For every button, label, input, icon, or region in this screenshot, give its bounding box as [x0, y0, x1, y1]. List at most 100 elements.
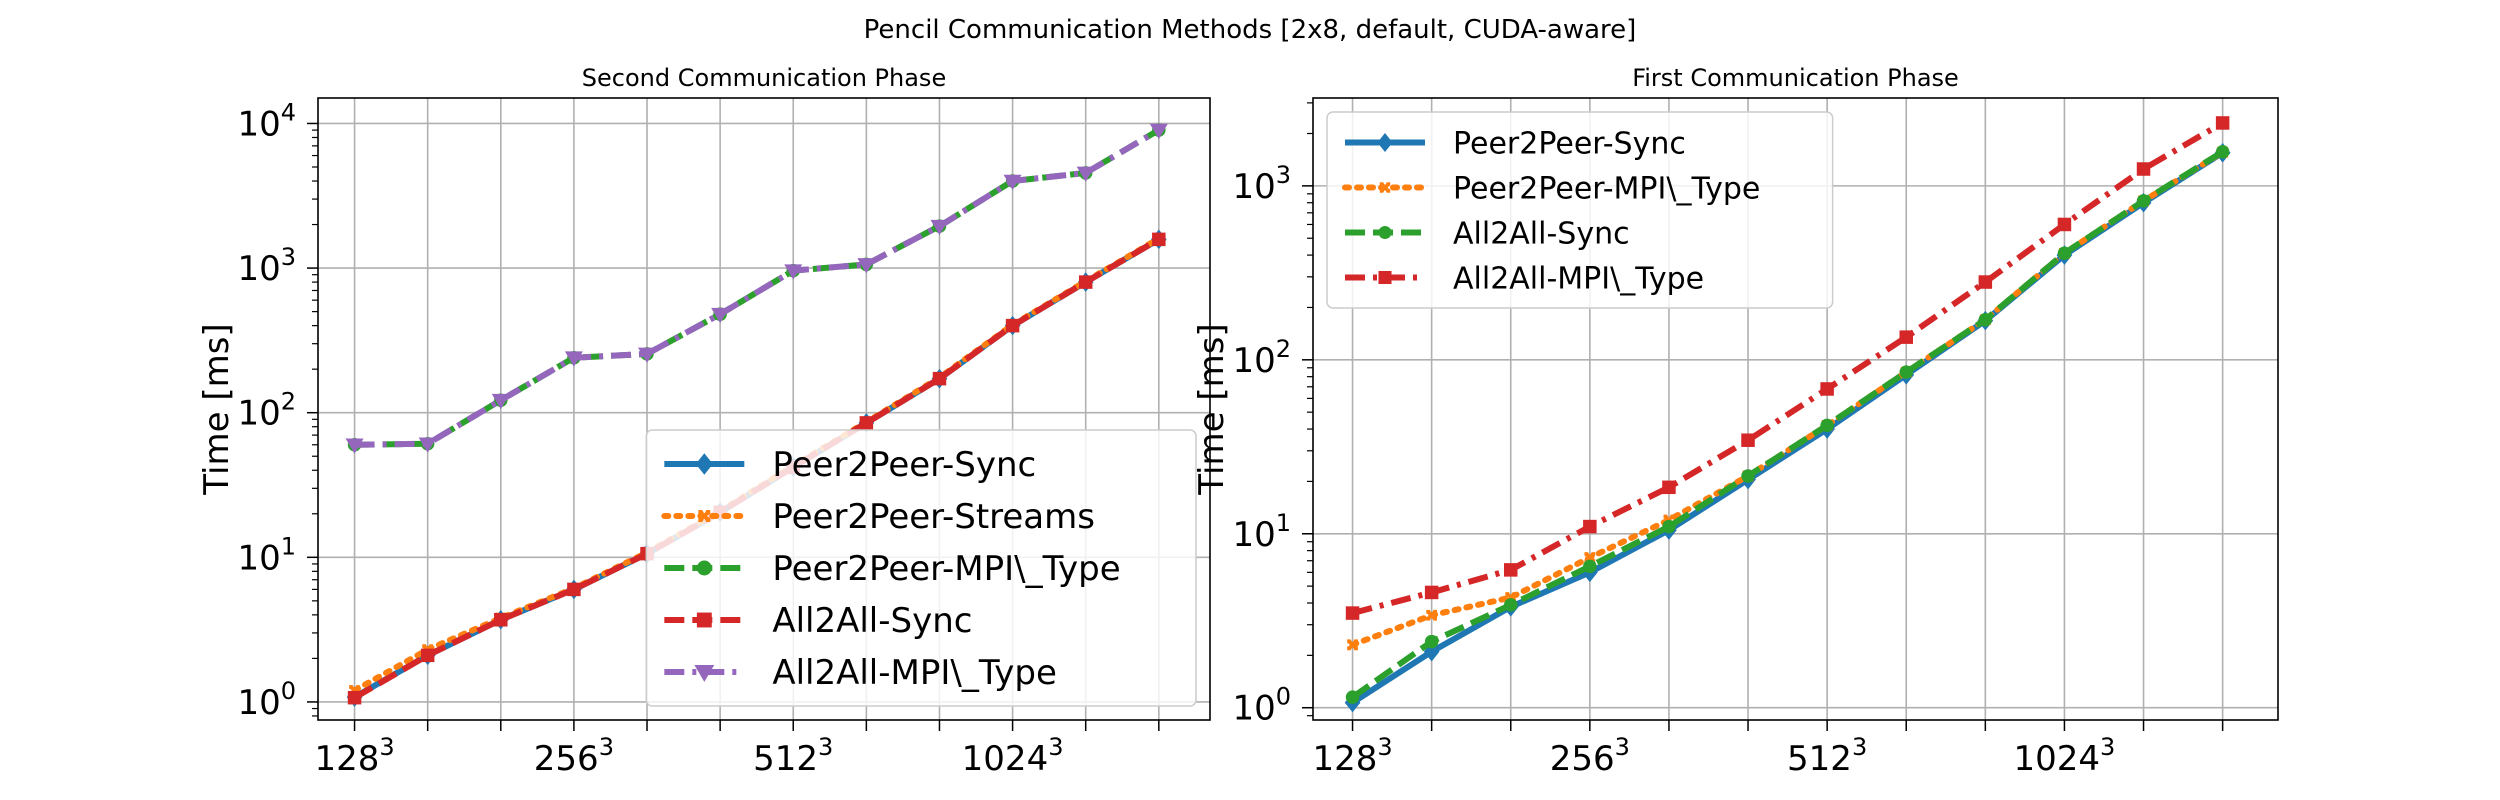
legend-label: Peer2Peer-Streams [772, 497, 1095, 537]
x-tick-label: 1283 [1312, 733, 1392, 779]
legend-marker [696, 560, 712, 576]
y-tick-label: 100 [237, 677, 296, 723]
data-point [932, 371, 947, 386]
x-tick-label: 5123 [1787, 733, 1867, 779]
legend-label: All2All-Sync [772, 601, 972, 641]
x-tick-base: 256 [534, 739, 599, 779]
data-point [1741, 433, 1755, 447]
y-tick-exp: 3 [281, 243, 296, 271]
data-point [1426, 609, 1438, 621]
legend-box [1326, 111, 1834, 309]
x-tick-exp: 3 [818, 733, 833, 761]
data-point [1741, 469, 1755, 483]
legend-marker [698, 510, 711, 522]
legend-marker [695, 453, 713, 475]
data-point [1583, 559, 1597, 574]
y-tick-exp: 2 [281, 388, 296, 416]
y-tick-exp: 1 [281, 532, 296, 560]
axes-frame [317, 97, 1211, 721]
figure-title: Pencil Communication Methods [2x8, defau… [864, 15, 1637, 45]
y-tick-exp: 2 [1276, 335, 1291, 363]
series-line [1349, 149, 2226, 648]
chart-title: Second Communication Phase [582, 64, 946, 92]
legend-label: Peer2Peer-MPI\_Type [1453, 171, 1760, 206]
y-tick-exp: 1 [1276, 509, 1291, 537]
data-point [638, 347, 657, 363]
legend-marker [696, 612, 712, 628]
y-tick-label: 102 [237, 388, 296, 434]
data-point [1347, 639, 1358, 651]
data-point [784, 264, 803, 280]
x-tick-exp: 3 [1615, 733, 1630, 761]
x-tick-base: 128 [314, 739, 379, 779]
axes-frame [1312, 97, 2279, 721]
y-tick-base: 10 [237, 683, 280, 723]
data-point [1978, 275, 1993, 289]
y-tick-label: 100 [1232, 683, 1291, 729]
series-line [1351, 120, 2225, 616]
data-point [494, 613, 508, 627]
x-tick-base: 512 [1787, 739, 1852, 779]
legend-label: Peer2Peer-MPI\_Type [772, 549, 1120, 589]
series-4 [1345, 116, 2230, 620]
data-point [1078, 275, 1093, 289]
data-point [345, 438, 364, 454]
x-tick-label: 10243 [2014, 733, 2116, 779]
y-tick-exp: 3 [1276, 161, 1291, 189]
data-point [1978, 312, 1993, 327]
data-point [420, 648, 435, 663]
legend-marker [1378, 225, 1392, 240]
data-point [1345, 690, 1360, 704]
data-point [491, 393, 510, 410]
y-tick-label: 102 [1232, 335, 1291, 381]
data-point [1424, 585, 1439, 600]
x-tick-exp: 3 [599, 733, 614, 761]
x-tick-exp: 3 [379, 733, 394, 761]
y-tick-base: 10 [1232, 341, 1275, 381]
y-tick-label: 101 [237, 532, 296, 578]
y-tick-base: 10 [1232, 167, 1275, 207]
legend-marker [1379, 182, 1391, 193]
y-tick-base: 10 [237, 249, 280, 289]
data-point [2136, 162, 2151, 176]
legend-marker [694, 665, 715, 682]
data-point [1345, 606, 1360, 620]
data-point [1662, 519, 1676, 534]
data-point [1005, 318, 1020, 333]
x-tick-label: 1283 [314, 733, 394, 779]
y-tick-exp: 4 [281, 98, 296, 126]
y-tick-base: 10 [237, 104, 280, 144]
data-point [1899, 365, 1913, 379]
x-tick-exp: 3 [1377, 733, 1392, 761]
x-tick-base: 1024 [2014, 739, 2101, 779]
legend-label: Peer2Peer-Sync [772, 445, 1036, 485]
data-point [1503, 563, 1518, 577]
y-tick-label: 103 [237, 243, 296, 289]
legend-marker [1377, 133, 1393, 152]
x-tick-label: 2563 [534, 733, 614, 779]
data-point [1583, 519, 1597, 534]
y-axis-label: Time [ms] [197, 323, 237, 495]
y-tick-base: 10 [1232, 689, 1275, 729]
x-tick-label: 5123 [753, 733, 833, 779]
legend: Peer2Peer-Sync Peer2Peer-Streams Peer2Peer… [645, 429, 1197, 707]
x-tick-label: 2563 [1550, 733, 1630, 779]
y-tick-exp: 0 [281, 677, 296, 705]
legend-label: All2All-Sync [1453, 216, 1630, 251]
data-point [1149, 123, 1168, 140]
data-point [859, 416, 874, 430]
data-point [930, 219, 949, 236]
x-tick-base: 128 [1312, 739, 1377, 779]
x-tick-exp: 3 [1852, 733, 1867, 761]
y-tick-exp: 0 [1276, 683, 1291, 711]
data-point [564, 351, 583, 367]
x-tick-base: 256 [1550, 739, 1615, 779]
series-group [1344, 116, 2231, 713]
x-tick-label: 10243 [962, 733, 1064, 779]
data-point [1899, 330, 1913, 344]
x-tick-exp: 3 [2100, 733, 2115, 761]
legend-box [645, 429, 1197, 707]
